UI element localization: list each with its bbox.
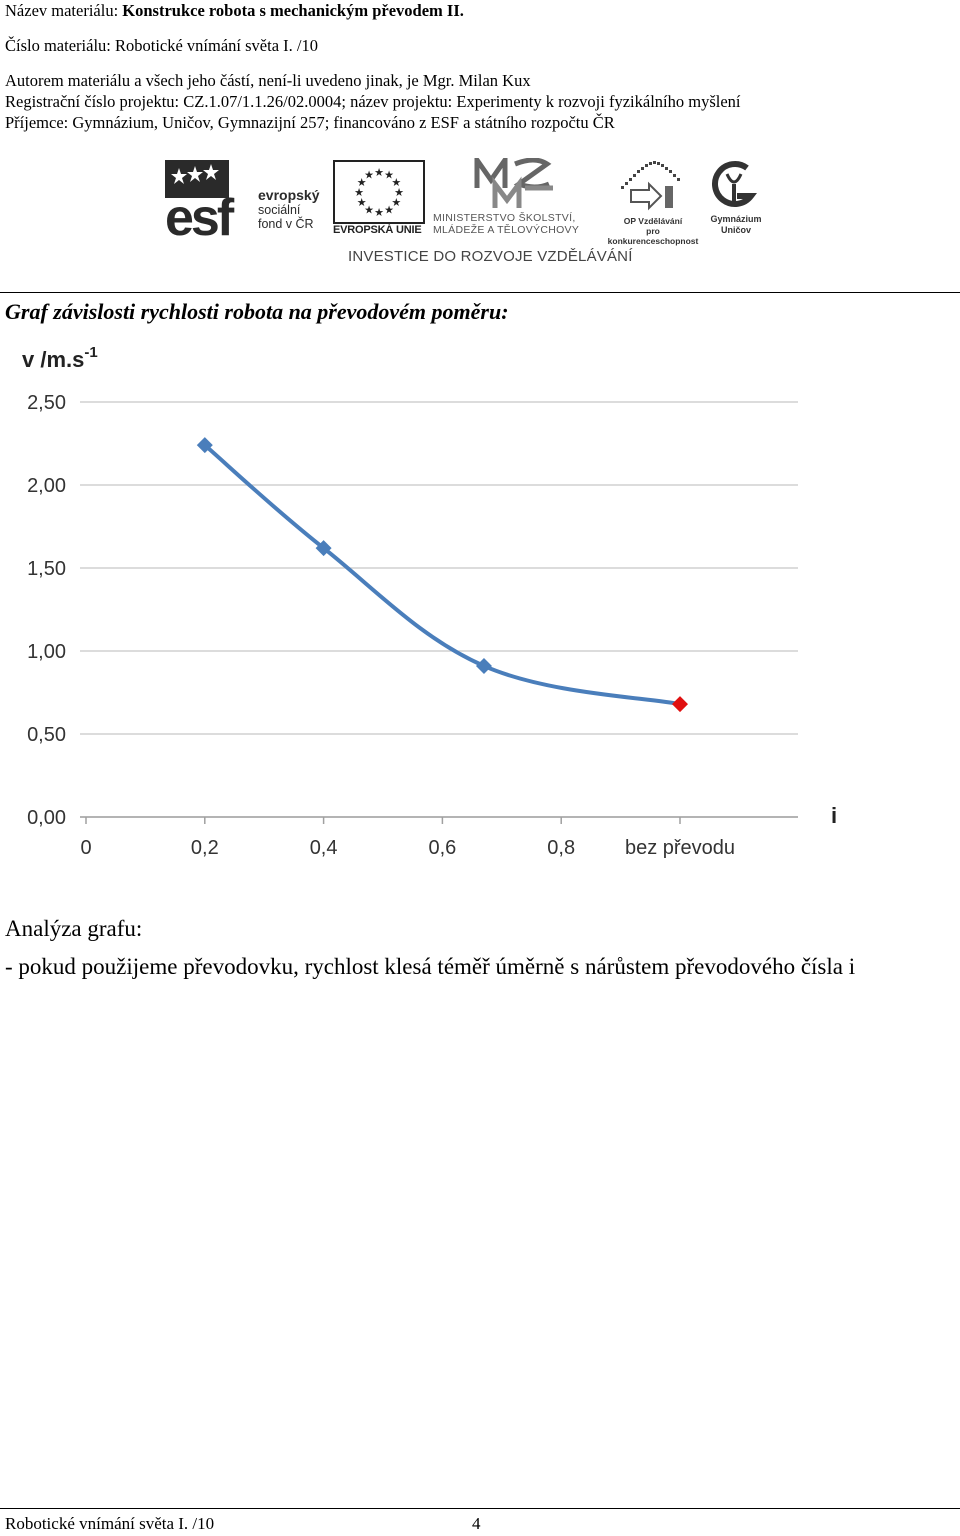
eu-star-icon: ★	[391, 177, 401, 189]
eu-star-icon: ★	[374, 167, 384, 179]
esf-text-line2: sociální	[258, 203, 301, 217]
x-tick-label: 0,2	[191, 837, 219, 859]
eu-star-icon: ★	[357, 197, 367, 209]
msmt-mark-icon	[474, 158, 553, 208]
eu-star-icon: ★	[374, 207, 384, 219]
y-tick-label: 1,00	[27, 641, 66, 663]
x-tick-label: 0,8	[547, 837, 575, 859]
eu-star-icon: ★	[391, 197, 401, 209]
author-line: Autorem materiálu a všech jeho částí, ne…	[5, 71, 531, 90]
gymnazium-text-line2: Uničov	[720, 225, 751, 235]
y-tick-label: 2,50	[27, 392, 66, 414]
data-point-marker	[672, 696, 688, 713]
y-tick-label: 0,00	[27, 807, 66, 829]
msmt-logo: MINISTERSTVO ŠKOLSTVÍ, MLÁDEŽE A TĚLOVÝC…	[433, 158, 595, 240]
series-line	[202, 443, 682, 707]
eu-text: EVROPSKÁ UNIE	[333, 224, 422, 236]
eu-stars-icon: ★ ★★★★★★★★★★★	[354, 167, 404, 219]
footer-divider	[0, 1508, 960, 1509]
speed-chart: 0,00 0,50 1,00 1,50 2,00 2,50 0 0,2 0,4 0,6 0,8 bez…	[0, 335, 960, 875]
op-text-line2: pro konkurenceschopnost	[607, 226, 699, 246]
y-tick-label: 1,50	[27, 558, 66, 580]
material-name: Název materiálu: Konstrukce robota s mec…	[5, 1, 464, 21]
esf-text-line3: fond v ČR	[258, 217, 314, 231]
esf-text: evropský sociální fond v ČR	[258, 188, 319, 231]
op-mark-icon	[621, 161, 680, 211]
gymnazium-mark-icon	[712, 161, 758, 207]
eu-star-icon: ★	[384, 170, 394, 182]
eu-star-icon: ★	[394, 187, 404, 199]
gymnazium-logo: Gymnázium Uničov	[705, 160, 775, 240]
x-tick-label: 0	[80, 837, 91, 859]
msmt-text: MINISTERSTVO ŠKOLSTVÍ, MLÁDEŽE A TĚLOVÝC…	[433, 212, 579, 236]
y-tick-label: 0,50	[27, 724, 66, 746]
op-text-line1: OP Vzdělávání	[623, 216, 683, 226]
esf-text-line1: evropský	[258, 187, 320, 203]
esf-logo: esf evropský sociální fond v ČR	[165, 158, 325, 238]
gymnazium-text-line1: Gymnázium	[710, 214, 762, 224]
x-tick-label: 0,4	[310, 837, 338, 859]
section-title: Graf závislosti rychlosti robota na přev…	[5, 299, 509, 324]
x-axis-label: i	[831, 803, 837, 828]
material-name-label: Název materiálu:	[5, 1, 123, 20]
material-name-value: Konstrukce robota s mechanickým převodem…	[122, 1, 464, 20]
x-tick-label: 0,6	[428, 837, 456, 859]
speed-chart-svg: 0,00 0,50 1,00 1,50 2,00 2,50 0 0,2 0,4 0,6 0,8 bez…	[22, 344, 837, 859]
footer-title: Robotické vnímání světa I. /10	[5, 1514, 215, 1533]
material-number: Číslo materiálu: Robotické vnímání světa…	[5, 36, 318, 55]
eu-flag-icon: ★ ★ ★ ★ ★ ★ ★ ★ ★ ★ ★ ★	[333, 160, 425, 224]
y-axis-label-exponent: -1	[84, 344, 97, 361]
esf-mark-icon: esf	[165, 160, 238, 236]
analysis-title: Analýza grafu:	[5, 916, 143, 941]
recipient-line: Příjemce: Gymnázium, Uničov, Gymnazijní …	[5, 113, 615, 132]
gymnazium-text: Gymnázium Uničov	[705, 214, 767, 236]
eu-logo: ★ ★ ★ ★ ★ ★ ★ ★ ★ ★ ★ ★ EVROPSKÁ UNIE	[333, 160, 427, 238]
investice-slogan: INVESTICE DO ROZVOJE VZDĚLÁVÁNÍ	[348, 248, 633, 265]
eu-star-icon: ★	[364, 170, 374, 182]
eu-star-icon: ★	[357, 177, 367, 189]
data-point-marker	[315, 540, 332, 557]
msmt-text-line2: MLÁDEŽE A TĚLOVÝCHOVY	[433, 224, 580, 236]
svg-text:esf: esf	[165, 189, 235, 236]
op-text: OP Vzdělávání pro konkurenceschopnost	[600, 216, 706, 246]
msmt-text-line1: MINISTERSTVO ŠKOLSTVÍ,	[433, 212, 576, 224]
y-tick-label: 2,00	[27, 475, 66, 497]
eu-star-icon: ★	[364, 204, 374, 216]
page-number: 4	[472, 1514, 481, 1533]
data-point-marker	[196, 437, 213, 454]
eu-star-icon: ★	[354, 187, 364, 199]
header-divider	[0, 292, 960, 293]
logo-strip: esf evropský sociální fond v ČR ★ ★ ★ ★ ★ ★ ★ ★…	[165, 158, 775, 268]
y-axis-label: v /m.s-1	[22, 344, 98, 372]
registration-line: Registrační číslo projektu: CZ.1.07/1.1.…	[5, 92, 741, 111]
y-axis-label-text: v /m.s	[22, 347, 84, 372]
x-tick-label: bez převodu	[625, 837, 735, 859]
eu-star-icon: ★	[384, 204, 394, 216]
analysis-text: - pokud použijeme převodovku, rychlost k…	[5, 954, 856, 979]
op-logo: OP Vzdělávání pro konkurenceschopnost	[597, 160, 707, 246]
data-point-marker	[475, 657, 492, 674]
